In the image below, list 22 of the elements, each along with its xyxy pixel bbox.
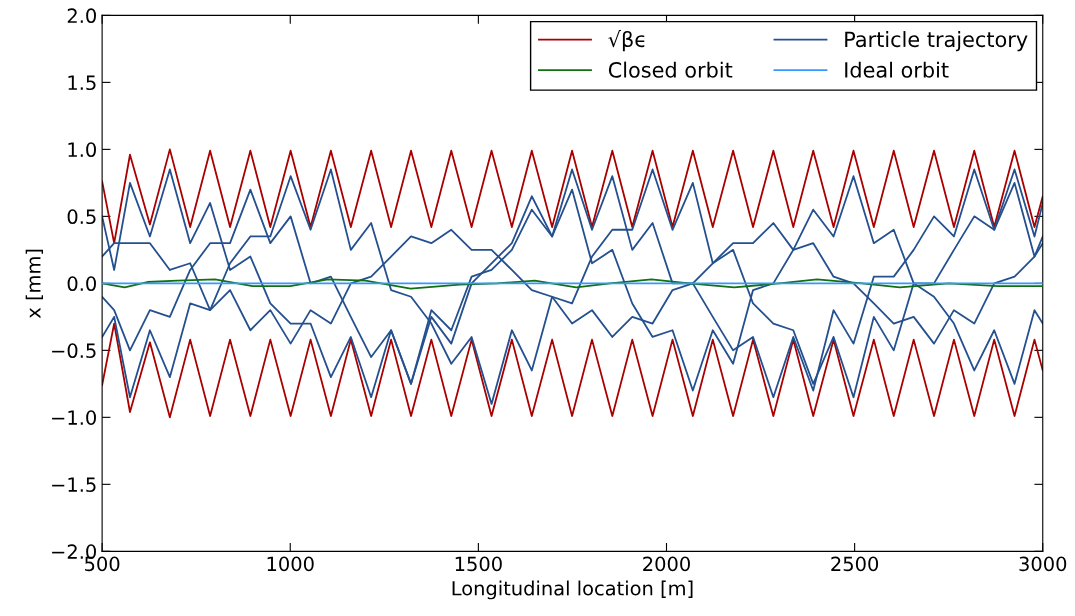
x-tick-label: 2500 (831, 556, 879, 572)
x-tick-label: 1000 (267, 556, 314, 572)
x-tick-label: 1500 (455, 556, 502, 572)
y-tick-label: −0.5 (52, 343, 96, 359)
y-tick-label: 2.0 (67, 8, 96, 24)
y-tick-label: 1.0 (68, 142, 96, 158)
y-tick-label: −1.5 (52, 477, 96, 492)
legend-label: Closed orbit (608, 61, 733, 78)
y-tick-label: 0.0 (67, 276, 96, 292)
legend-label: √βϵ (608, 29, 645, 52)
x-tick-label: 3000 (1019, 556, 1067, 572)
y-tick-label: −1.0 (52, 410, 96, 425)
y-tick-label: 1.5 (68, 75, 96, 91)
x-axis-title: Longitudinal location [m] (452, 580, 693, 600)
line-series (102, 148, 1043, 245)
x-tick-label: 2000 (643, 556, 690, 572)
line-series (102, 322, 1043, 419)
y-axis-title: x [mm] (25, 249, 44, 319)
y-tick-label: 0.5 (67, 209, 96, 225)
line-series (102, 278, 1043, 290)
legend-label: Particle trajectory (845, 31, 1028, 52)
legend-label: Ideal orbit (845, 61, 949, 78)
